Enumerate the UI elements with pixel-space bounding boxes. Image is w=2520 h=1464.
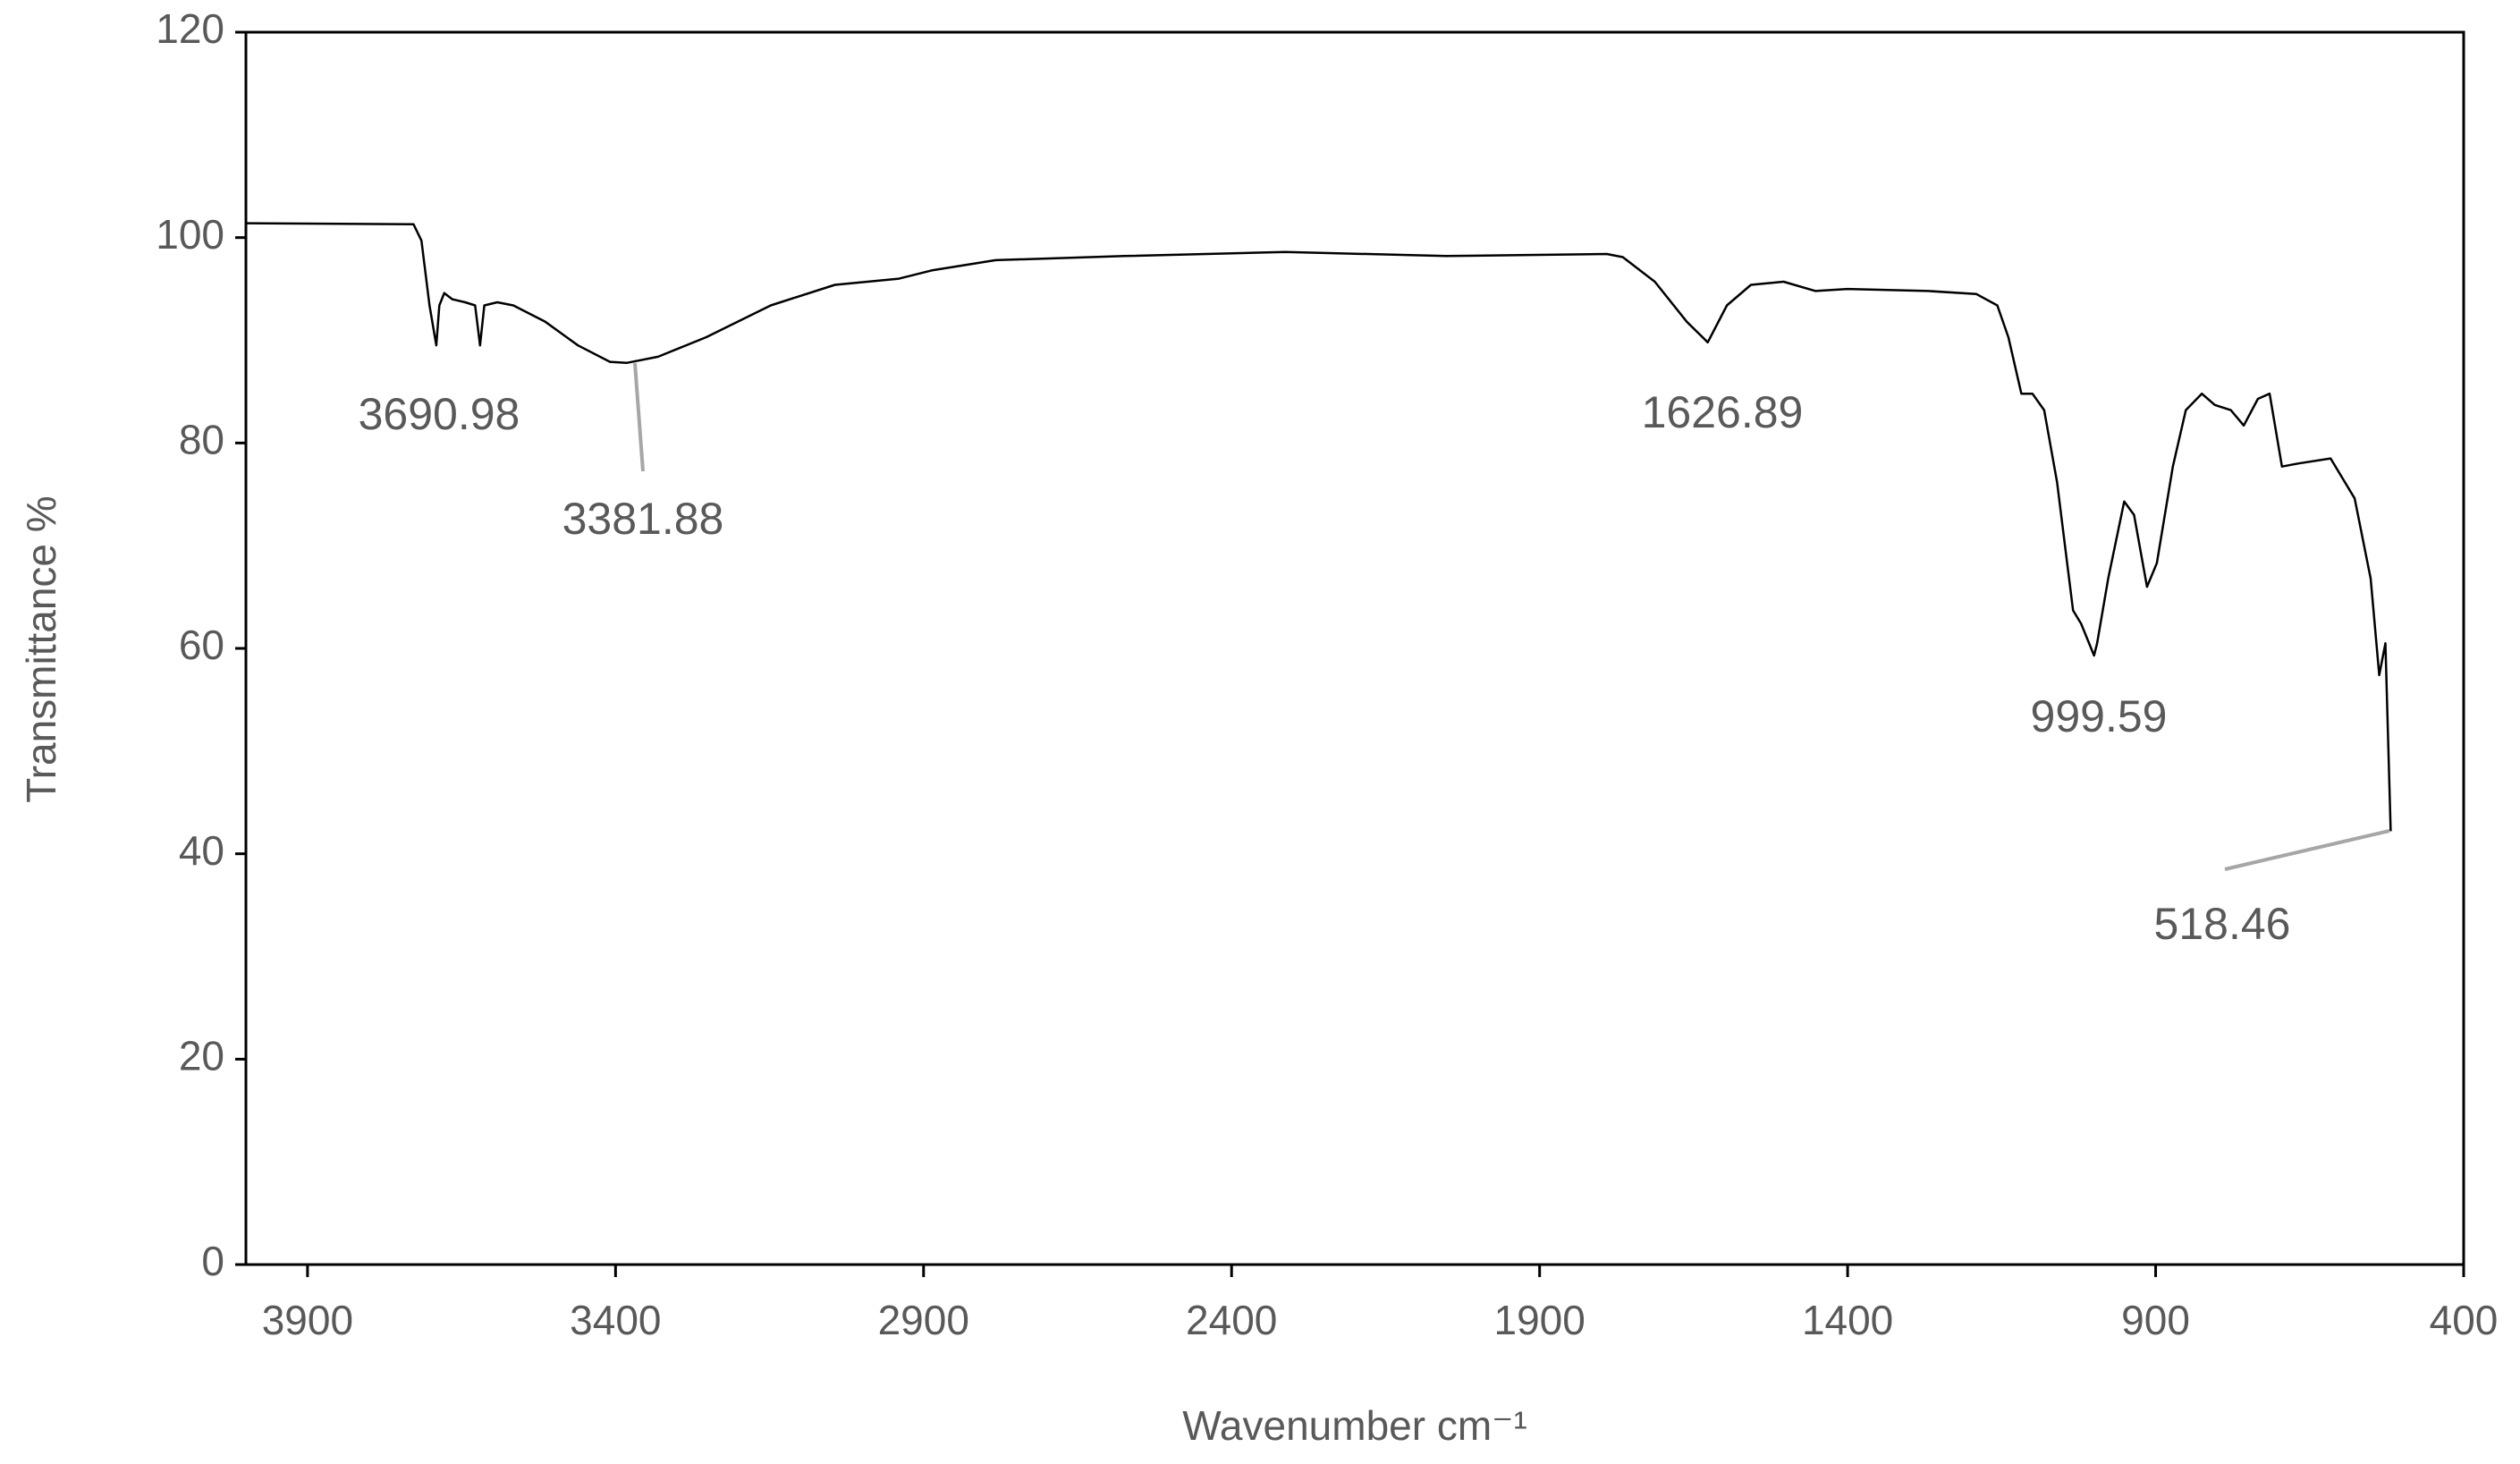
x-tick-label: 2900 xyxy=(878,1297,969,1343)
peak-label: 3381.88 xyxy=(562,494,724,544)
x-tick-label: 900 xyxy=(2121,1297,2190,1343)
x-tick-label: 2400 xyxy=(1186,1297,1277,1343)
x-tick-label: 400 xyxy=(2430,1297,2499,1343)
x-tick-label: 1400 xyxy=(1802,1297,1893,1343)
y-tick-label: 20 xyxy=(179,1032,224,1079)
y-tick-label: 120 xyxy=(156,5,224,52)
plot-frame xyxy=(244,30,2465,1266)
y-axis-title: Transmittance % xyxy=(18,495,64,802)
y-tick-label: 60 xyxy=(179,622,224,668)
y-tick-label: 0 xyxy=(201,1238,224,1284)
peak-label: 1626.89 xyxy=(1642,387,1804,437)
x-tick-label: 1900 xyxy=(1493,1297,1585,1343)
peak-label: 3690.98 xyxy=(359,389,520,439)
x-tick-label: 3400 xyxy=(570,1297,661,1343)
x-axis-title: Wavenumber cm⁻¹ xyxy=(1182,1402,1527,1449)
peak-label: 999.59 xyxy=(2031,691,2168,741)
peak-label: 518.46 xyxy=(2154,899,2291,949)
leader-line xyxy=(633,362,645,472)
y-tick-label: 40 xyxy=(179,827,224,874)
spectrum-line xyxy=(245,222,2392,832)
y-tick-label: 100 xyxy=(156,211,224,258)
leader-line xyxy=(2224,829,2390,871)
y-tick-label: 80 xyxy=(179,416,224,462)
x-tick-label: 3900 xyxy=(262,1297,353,1343)
